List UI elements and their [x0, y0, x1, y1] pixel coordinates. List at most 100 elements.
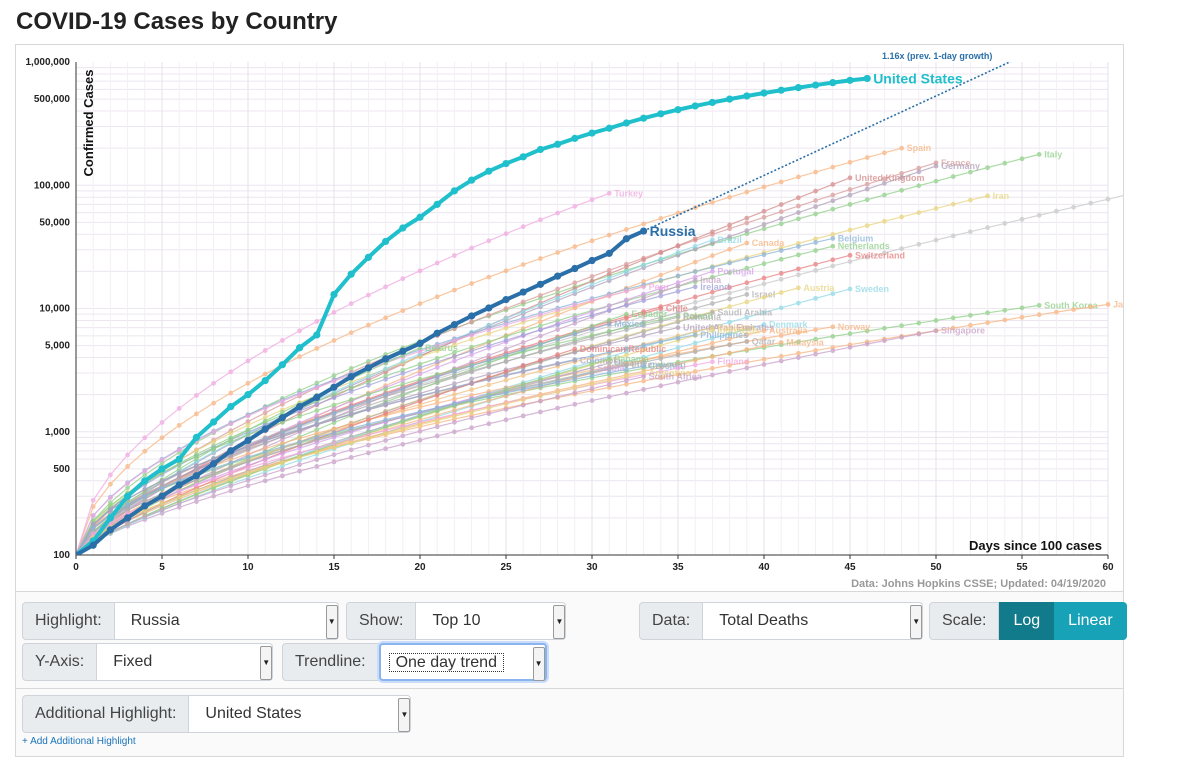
- series-point: [641, 257, 646, 263]
- series-point: [125, 452, 130, 458]
- series-colombia: Colombia: [76, 355, 622, 555]
- series-point: [572, 244, 578, 250]
- series-point: [314, 434, 320, 440]
- series-point: [244, 436, 252, 445]
- series-point: [469, 332, 474, 338]
- series-point: [280, 473, 285, 479]
- series-point: [727, 194, 732, 200]
- series-point: [280, 467, 285, 473]
- series-label: Indonesia: [717, 326, 760, 336]
- series-label: Dominican Republic: [580, 344, 667, 354]
- x-axis-label: Days since 100 cases: [969, 538, 1102, 553]
- series-point: [572, 376, 578, 382]
- y-tick-label: 1,000: [45, 427, 70, 438]
- series-label: Saudi Arabia: [717, 307, 773, 317]
- scale-toggle[interactable]: Scale: Log Linear: [929, 602, 1127, 640]
- series-point: [417, 365, 423, 371]
- series-point: [641, 333, 646, 339]
- series-point: [622, 119, 631, 127]
- series-point: [469, 319, 474, 325]
- series-point: [400, 405, 406, 410]
- scale-label: Scale:: [929, 602, 1000, 640]
- series-point: [297, 439, 302, 445]
- chart[interactable]: 0 5 10 15 20 25 30 35 40 45 50 55 60 100 500 1,000 5,000…: [16, 45, 1123, 591]
- series-line: [76, 376, 644, 555]
- series-point: [245, 454, 251, 460]
- scale-log-button[interactable]: Log: [999, 602, 1055, 640]
- data-dropdown[interactable]: Total Deaths ▼: [703, 602, 924, 640]
- series-point: [830, 348, 836, 354]
- series-point: [589, 309, 595, 315]
- highlight-select[interactable]: Highlight: Russia ▼: [22, 602, 339, 640]
- series-point: [538, 357, 543, 363]
- series-point: [555, 307, 560, 313]
- series-label: Switzerland: [855, 250, 905, 260]
- series-point: [1036, 151, 1042, 157]
- series-point: [606, 190, 612, 196]
- show-select[interactable]: Show: Top 10 ▼: [346, 602, 567, 640]
- series-point: [159, 420, 165, 425]
- series-point: [486, 339, 492, 345]
- series-point: [452, 353, 457, 359]
- series-point: [710, 289, 715, 295]
- highlight-dropdown[interactable]: Russia ▼: [114, 602, 339, 640]
- series-point: [486, 394, 492, 399]
- series-point: [314, 401, 320, 407]
- series-point: [830, 206, 836, 212]
- series-point: [297, 462, 302, 468]
- series-point: [400, 276, 406, 282]
- additional-highlight-select[interactable]: Additional Highlight: United States ▼: [22, 695, 412, 733]
- series-point: [606, 232, 612, 238]
- yaxis-select[interactable]: Y-Axis: Fixed ▼: [22, 643, 274, 681]
- series-point: [744, 220, 750, 226]
- series-point: [503, 358, 509, 364]
- series-point: [606, 360, 612, 366]
- series-point: [796, 339, 801, 345]
- series-point: [434, 365, 440, 370]
- series-point: [469, 376, 474, 382]
- series-point: [624, 269, 629, 275]
- series-point: [675, 250, 681, 255]
- series-label: South Korea: [1044, 300, 1098, 310]
- series-point: [658, 306, 664, 311]
- series-label: Mexico: [614, 319, 645, 329]
- series-point: [366, 442, 371, 448]
- series-point: [228, 436, 234, 442]
- series-point: [675, 349, 681, 354]
- series-south-africa: South Africa: [76, 372, 703, 555]
- trendline-dropdown[interactable]: One day trend ▼: [378, 643, 547, 681]
- series-point: [813, 236, 818, 242]
- series-point: [469, 415, 474, 421]
- series-point: [538, 398, 543, 404]
- series-point: [606, 382, 612, 387]
- series-point: [520, 363, 526, 369]
- series-point: [417, 428, 423, 434]
- series-point: [624, 297, 629, 303]
- show-dropdown[interactable]: Top 10 ▼: [416, 602, 567, 640]
- series-point: [727, 362, 732, 368]
- add-highlight-link[interactable]: + Add Additional Highlight: [22, 736, 136, 747]
- series-point: [262, 478, 268, 484]
- series-point: [761, 328, 767, 334]
- series-point: [228, 390, 234, 396]
- series-point: [245, 465, 251, 471]
- series-point: [159, 435, 165, 441]
- series-point: [124, 492, 132, 500]
- series-point: [950, 325, 956, 331]
- series-point: [486, 398, 492, 403]
- series-point: [761, 343, 767, 349]
- data-select[interactable]: Data: Total Deaths ▼: [639, 602, 924, 640]
- yaxis-dropdown[interactable]: Fixed ▼: [97, 643, 274, 681]
- series-point: [503, 406, 509, 412]
- scale-linear-button[interactable]: Linear: [1054, 602, 1127, 640]
- series-point: [434, 260, 440, 266]
- series-point: [710, 372, 715, 378]
- series-point: [538, 312, 543, 318]
- series-point: [830, 192, 836, 198]
- series-point: [830, 291, 836, 297]
- series-point: [228, 471, 234, 476]
- trendline-select[interactable]: Trendline: One day trend ▼: [282, 643, 547, 681]
- additional-highlight-dropdown[interactable]: United States ▼: [189, 695, 412, 733]
- series-point: [434, 359, 440, 365]
- series-point: [658, 324, 664, 330]
